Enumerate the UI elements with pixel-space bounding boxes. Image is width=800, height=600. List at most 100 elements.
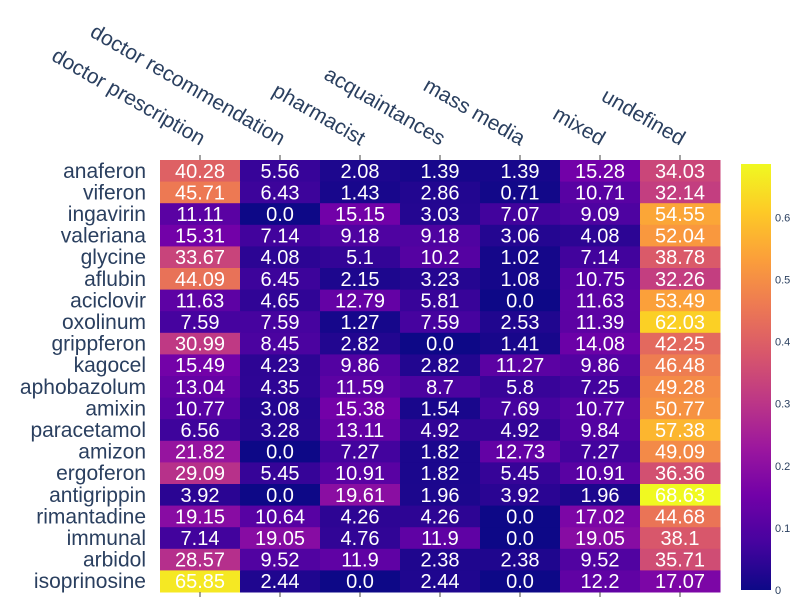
cell-value-label: 13.11	[336, 420, 385, 442]
cell-value-label: 5.81	[421, 290, 460, 312]
heatmap-cell	[320, 332, 401, 355]
heatmap-cell	[560, 354, 641, 377]
colorbar-tick-label: 0.3	[775, 399, 790, 411]
heatmap-cell	[400, 203, 481, 226]
cell-value-label: 7.07	[501, 204, 540, 226]
heatmap-cell	[480, 246, 561, 269]
heatmap-cell	[160, 311, 241, 334]
cell-value-label: 35.71	[655, 550, 705, 572]
y-axis-category-label: amizon	[78, 441, 146, 464]
cell-value-label: 7.25	[581, 377, 620, 399]
heatmap-cell	[560, 419, 641, 442]
heatmap-cell	[240, 268, 321, 291]
y-axis-category-label: kagocel	[74, 354, 146, 377]
cell-value-label: 12.2	[581, 571, 620, 593]
cell-value-label: 11.27	[496, 355, 545, 377]
cell-value-label: 4.76	[341, 528, 380, 550]
cell-value-label: 2.08	[341, 161, 380, 183]
heatmap-cell	[160, 570, 241, 593]
cell-value-label: 2.44	[261, 571, 300, 593]
heatmap-cell	[480, 160, 561, 183]
cell-value-label: 1.82	[421, 463, 460, 485]
heatmap-cell	[240, 224, 321, 247]
cell-value-label: 46.48	[655, 355, 705, 377]
y-axis-tick-labels: anaferonviferoningavirinvalerianaglycine…	[20, 160, 146, 593]
cell-value-label: 28.57	[175, 550, 225, 572]
heatmap-cell	[160, 332, 241, 355]
heatmap-cell	[560, 268, 641, 291]
heatmap-cell	[240, 311, 321, 334]
heatmap-cell	[160, 224, 241, 247]
heatmap-cell	[640, 224, 721, 247]
heatmap-cell	[320, 484, 401, 507]
cell-value-label: 10.75	[575, 269, 625, 291]
cell-value-label: 15.31	[175, 226, 225, 248]
cell-value-label: 7.59	[421, 312, 460, 334]
cell-value-label: 10.91	[575, 463, 625, 485]
heatmap-cell	[640, 462, 721, 485]
cell-value-label: 1.08	[501, 269, 540, 291]
cell-value-label: 3.28	[261, 420, 300, 442]
heatmap-cell	[160, 505, 241, 528]
cell-value-label: 1.82	[421, 442, 460, 464]
cell-value-label: 33.67	[175, 247, 225, 269]
cell-value-label: 1.02	[501, 247, 540, 269]
cell-value-label: 0.0	[266, 204, 294, 226]
heatmap-cell	[240, 440, 321, 463]
cell-value-label: 12.73	[495, 442, 545, 464]
heatmap-cell-labels: 40.28 5.56 2.08 1.39 1.39 15.28 34.03 45.71 6.43…	[175, 161, 705, 593]
heatmap-cell	[640, 289, 721, 312]
heatmap-cell	[560, 224, 641, 247]
heatmap-cell	[480, 548, 561, 571]
x-axis-category-label: undefined	[598, 84, 689, 150]
heatmap-cell	[320, 397, 401, 420]
heatmap-cell	[640, 397, 721, 420]
heatmap-cell	[400, 462, 481, 485]
y-axis-category-label: aciclovir	[70, 289, 146, 312]
heatmap-cell	[400, 548, 481, 571]
cell-value-label: 7.14	[581, 247, 620, 269]
cell-value-label: 5.8	[506, 377, 534, 399]
cell-value-label: 10.77	[575, 398, 625, 420]
cell-value-label: 1.39	[501, 161, 540, 183]
cell-value-label: 44.09	[175, 269, 225, 291]
cell-value-label: 15.49	[175, 355, 225, 377]
heatmap-cell	[480, 527, 561, 550]
heatmap-cell	[400, 419, 481, 442]
heatmap-cell	[400, 354, 481, 377]
cell-value-label: 10.91	[335, 463, 385, 485]
heatmap-cell	[640, 548, 721, 571]
cell-value-label: 9.18	[421, 226, 460, 248]
heatmap-cell	[240, 505, 321, 528]
cell-value-label: 10.64	[255, 506, 305, 528]
cell-value-label: 2.82	[421, 355, 460, 377]
colorbar-tick-label: 0	[775, 585, 781, 597]
cell-value-label: 4.23	[261, 355, 300, 377]
heatmap-cell	[320, 419, 401, 442]
heatmap-cell	[640, 203, 721, 226]
heatmap-cell	[640, 419, 721, 442]
heatmap-cell	[160, 160, 241, 183]
y-axis-category-label: oxolinum	[62, 311, 146, 334]
cell-value-label: 19.15	[175, 506, 225, 528]
cell-value-label: 57.38	[655, 420, 705, 442]
cell-value-label: 15.38	[335, 398, 385, 420]
cell-value-label: 10.2	[421, 247, 460, 269]
cell-value-label: 3.08	[261, 398, 300, 420]
heatmap-cell	[240, 354, 321, 377]
heatmap-cell	[160, 181, 241, 204]
cell-value-label: 50.77	[655, 398, 705, 420]
cell-value-label: 17.07	[655, 571, 705, 593]
y-axis-category-label: aphobazolum	[20, 376, 146, 399]
heatmap-cell	[400, 160, 481, 183]
cell-value-label: 2.38	[421, 550, 460, 572]
heatmap-cell	[560, 376, 641, 399]
cell-value-label: 7.14	[181, 528, 220, 550]
cell-value-label: 7.27	[341, 442, 380, 464]
cell-value-label: 10.71	[575, 182, 625, 204]
cell-value-label: 2.15	[341, 269, 380, 291]
heatmap-cell	[240, 419, 321, 442]
cell-value-label: 0.0	[506, 571, 534, 593]
cell-value-label: 40.28	[175, 161, 225, 183]
